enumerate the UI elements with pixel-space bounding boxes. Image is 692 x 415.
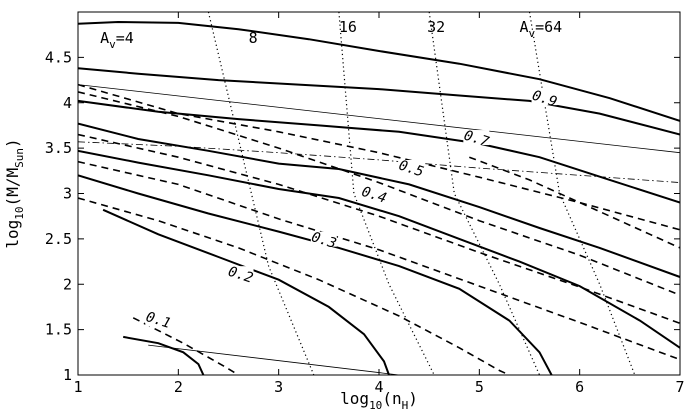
contour-line-2	[78, 174, 553, 375]
contour-line-1	[102, 208, 390, 375]
contour-label-bg-4	[398, 159, 425, 175]
av-annotation-0: Av=4	[100, 29, 134, 51]
dashed-line-6	[469, 156, 680, 249]
contour-label-3: 0.4	[359, 184, 388, 207]
x-tick-label-4: 5	[475, 378, 484, 396]
contour-label-bg-3	[360, 186, 387, 202]
y-tick-label-7: 4.5	[45, 48, 72, 66]
contour-label-4: 0.5	[397, 157, 426, 180]
av-dotted-line-2	[428, 12, 541, 375]
contour-line-3	[78, 149, 680, 349]
contour-label-5: 0.7	[462, 128, 492, 151]
contour-line-7	[78, 20, 680, 122]
contour-label-6: 0.9	[530, 88, 559, 111]
contour-line-0	[123, 335, 205, 375]
y-tick-label-2: 2	[63, 275, 72, 293]
av-annotation-2: 16	[339, 18, 357, 36]
contour-label-1: 0.2	[226, 264, 255, 287]
x-tick-label-5: 6	[575, 378, 584, 396]
av-annotation-3: 32	[427, 18, 445, 36]
y-tick-label-3: 2.5	[45, 230, 72, 248]
thin-line-0	[78, 84, 680, 154]
y-tick-label-4: 3	[63, 185, 72, 203]
y-tick-label-0: 1	[63, 366, 72, 384]
contour-line-5	[78, 99, 680, 204]
contour-label-bg-5	[463, 130, 490, 146]
dashdot-line-0	[78, 141, 680, 183]
contour-label-0: 0.1	[144, 309, 173, 332]
dashed-line-2	[78, 160, 680, 361]
dashed-line-0	[132, 317, 239, 375]
dashed-line-4	[78, 91, 680, 296]
y-tick-label-6: 4	[63, 94, 72, 112]
av-annotation-1: 8	[249, 29, 258, 47]
y-tick-label-5: 3.5	[45, 139, 72, 157]
contour-label-bg-2	[310, 231, 337, 247]
contour-label-bg-1	[227, 266, 254, 282]
x-axis-label: log10(nH)	[340, 389, 418, 412]
x-tick-label-3: 4	[374, 378, 383, 396]
x-tick-label-0: 1	[73, 378, 82, 396]
contour-line-4	[78, 122, 680, 278]
contour-label-2: 0.3	[309, 229, 338, 252]
plot-lines	[78, 12, 680, 375]
contour-label-bg-0	[145, 311, 172, 327]
thin-line-1	[148, 344, 400, 375]
x-tick-label-2: 3	[274, 378, 283, 396]
x-tick-label-6: 7	[675, 378, 684, 396]
dashed-line-5	[78, 83, 680, 231]
dashed-line-3	[78, 133, 680, 325]
y-tick-label-1: 1.5	[45, 321, 72, 339]
x-tick-label-1: 2	[174, 378, 183, 396]
av-dotted-line-0	[207, 12, 315, 375]
annotations: Av=4 8 16 32 Av=64	[100, 18, 562, 51]
contour-line-6	[78, 67, 680, 136]
contour-label-bg-6	[531, 90, 558, 106]
axis-ticks: 1 2 3 4 5 6 7 1 1.5 2 2.5 3 3.5 4 4.5	[45, 12, 685, 396]
y-axis-label: log10(M/MSun)	[3, 138, 26, 248]
contour-labels: 0.1 0.2 0.3 0.4 0.5 0.7 0.9	[144, 88, 559, 332]
av-annotation-4: Av=64	[519, 18, 562, 40]
dashed-line-1	[78, 197, 510, 375]
av-dotted-line-3	[528, 12, 636, 375]
